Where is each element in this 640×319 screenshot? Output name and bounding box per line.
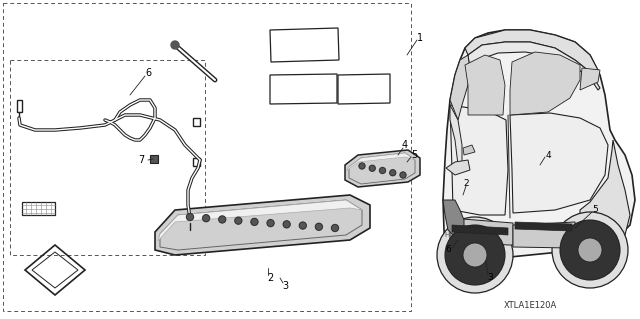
Polygon shape [443, 30, 635, 258]
Text: 3: 3 [487, 273, 493, 283]
Polygon shape [346, 153, 415, 171]
Polygon shape [468, 42, 600, 90]
Polygon shape [465, 30, 598, 72]
Polygon shape [463, 145, 475, 155]
Circle shape [552, 212, 628, 288]
Circle shape [445, 225, 505, 285]
Circle shape [560, 220, 620, 280]
Polygon shape [158, 200, 362, 241]
Polygon shape [446, 160, 470, 175]
Circle shape [283, 221, 290, 228]
Polygon shape [450, 105, 462, 165]
Circle shape [359, 163, 365, 169]
Text: 5: 5 [411, 150, 417, 160]
Polygon shape [443, 200, 464, 240]
Polygon shape [515, 222, 572, 231]
Polygon shape [513, 222, 575, 248]
Polygon shape [155, 195, 370, 255]
Text: H: H [444, 232, 450, 238]
Polygon shape [580, 68, 600, 90]
Circle shape [186, 213, 193, 220]
Circle shape [400, 172, 406, 178]
Circle shape [437, 217, 513, 293]
Polygon shape [450, 105, 508, 215]
Circle shape [267, 219, 274, 226]
Circle shape [300, 222, 307, 229]
Text: 4: 4 [545, 151, 551, 160]
Polygon shape [510, 113, 608, 213]
Text: 7: 7 [138, 155, 144, 165]
Bar [3, 3, 411, 311]
Polygon shape [452, 225, 508, 235]
Text: 1: 1 [417, 33, 423, 43]
Circle shape [235, 217, 242, 224]
Circle shape [463, 243, 487, 267]
Text: 5: 5 [592, 205, 598, 214]
Text: XTLA1E120A: XTLA1E120A [504, 300, 557, 309]
Circle shape [171, 41, 179, 49]
Polygon shape [450, 218, 513, 245]
Circle shape [251, 219, 258, 226]
Circle shape [369, 165, 375, 171]
Text: 6: 6 [145, 68, 151, 78]
Polygon shape [450, 55, 470, 120]
Polygon shape [465, 55, 505, 115]
Text: 2: 2 [267, 273, 273, 283]
Text: 4: 4 [402, 140, 408, 150]
Circle shape [203, 215, 210, 222]
Circle shape [390, 170, 396, 176]
Circle shape [219, 216, 226, 223]
Text: 6: 6 [445, 246, 451, 255]
Circle shape [380, 167, 385, 174]
Bar [10, 60, 205, 255]
Text: 3: 3 [282, 281, 288, 291]
Circle shape [316, 223, 323, 230]
Circle shape [578, 238, 602, 262]
Polygon shape [150, 155, 158, 163]
Polygon shape [510, 52, 580, 115]
Polygon shape [345, 150, 420, 187]
Polygon shape [580, 140, 630, 252]
Circle shape [332, 225, 339, 232]
Text: 2: 2 [463, 179, 469, 188]
